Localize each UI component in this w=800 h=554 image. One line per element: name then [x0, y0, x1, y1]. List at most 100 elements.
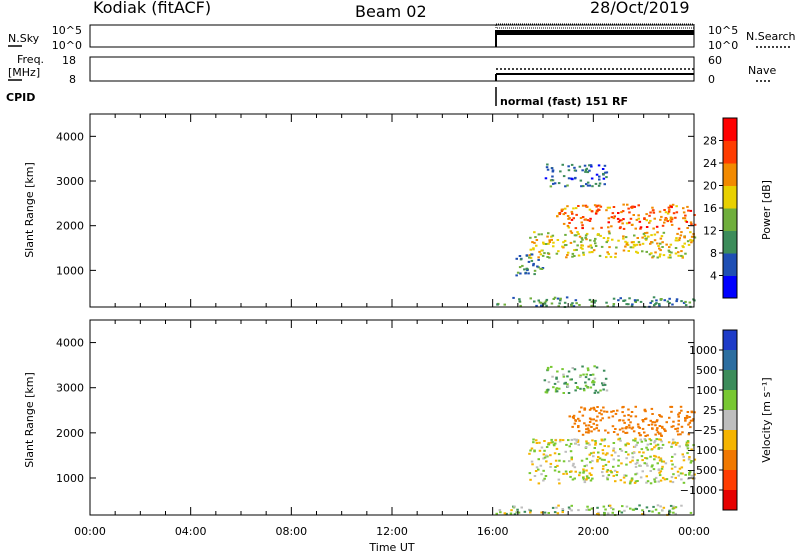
data-cell [592, 451, 595, 454]
data-cell [547, 512, 550, 514]
data-cell [653, 233, 657, 236]
data-cell [529, 511, 532, 514]
data-cell [668, 509, 671, 512]
data-cell [685, 416, 689, 419]
data-cell [541, 254, 545, 257]
data-cell [590, 304, 593, 307]
data-cell [643, 218, 646, 220]
data-cell [602, 505, 606, 508]
data-cell [539, 464, 543, 467]
data-cell [635, 218, 639, 221]
data-cell [557, 470, 561, 473]
data-cell [645, 226, 649, 228]
data-cell [649, 482, 653, 485]
data-cell [513, 513, 517, 516]
data-cell [656, 256, 659, 259]
data-cell [659, 242, 662, 245]
data-cell [650, 234, 653, 237]
data-cell [558, 459, 561, 462]
data-cell [646, 448, 650, 451]
data-cell [577, 443, 580, 446]
data-cell [564, 233, 567, 236]
data-cell [692, 477, 695, 480]
data-cell [666, 212, 670, 215]
data-cell [661, 465, 664, 468]
data-cell [519, 258, 523, 261]
data-cell [529, 297, 532, 300]
data-cell [530, 460, 534, 463]
x-tick-label: 00:00 [678, 525, 710, 538]
data-cell [546, 366, 550, 369]
data-cell [537, 233, 541, 236]
colorbar-segment [723, 450, 737, 471]
data-cell [659, 253, 662, 256]
data-cell [657, 456, 660, 459]
data-cell [596, 415, 599, 418]
data-cell [644, 435, 647, 437]
data-cell [616, 433, 619, 436]
data-cell [535, 466, 539, 469]
data-cell [685, 220, 689, 223]
x-axis-ticks: 00:00 04:00 08:00 12:00 16:00 20:00 00:00 [74, 525, 710, 538]
data-cell [655, 299, 658, 302]
data-cell [587, 431, 590, 434]
data-cell [591, 477, 594, 480]
data-cell [622, 203, 625, 206]
data-cell [636, 459, 639, 462]
data-cell [533, 273, 536, 276]
y-tick-label: 2000 [56, 427, 84, 440]
data-cell [528, 254, 532, 257]
data-cell [532, 438, 535, 441]
data-cell [561, 439, 565, 442]
data-cell [578, 410, 581, 413]
data-cell [537, 482, 541, 485]
colorbar-tick-label: 20 [703, 180, 717, 193]
data-cell [561, 368, 564, 371]
data-cell [635, 243, 638, 246]
data-cell [595, 410, 598, 412]
data-cell [636, 251, 639, 254]
data-cell [528, 256, 531, 259]
data-cell [645, 446, 648, 449]
data-cell [570, 456, 573, 459]
data-cell [611, 212, 615, 215]
data-cell [634, 439, 637, 442]
data-cell [689, 209, 693, 212]
data-cell [661, 476, 665, 479]
data-cell [496, 303, 499, 306]
data-cell [654, 444, 658, 447]
data-cell [554, 442, 557, 445]
data-cell [571, 425, 574, 428]
data-cell [600, 413, 603, 416]
data-cell [684, 219, 687, 222]
data-cell [660, 415, 663, 418]
data-cell [680, 254, 683, 257]
data-cell [637, 241, 641, 244]
data-cell [573, 477, 576, 480]
data-cell [630, 304, 634, 307]
data-cell [601, 417, 604, 420]
data-cell [546, 235, 549, 238]
data-cell [590, 407, 593, 410]
data-cell [603, 183, 606, 186]
data-cell [665, 421, 668, 424]
data-cell [553, 182, 557, 185]
data-cell [585, 478, 588, 481]
data-cell [518, 298, 521, 301]
data-cell [624, 451, 628, 453]
x-tick-label: 16:00 [477, 525, 509, 538]
data-cell [623, 474, 626, 477]
data-cell [596, 391, 600, 394]
data-cell [593, 391, 597, 394]
data-cell [617, 220, 621, 223]
data-cell [655, 438, 658, 441]
data-cell [653, 458, 656, 461]
data-cell [654, 433, 657, 436]
data-cell [596, 513, 600, 515]
data-cell [544, 475, 548, 477]
data-cell [652, 211, 656, 214]
data-cell [573, 249, 576, 252]
data-cell [653, 441, 656, 444]
data-cell [659, 249, 662, 252]
data-cell [586, 205, 589, 208]
